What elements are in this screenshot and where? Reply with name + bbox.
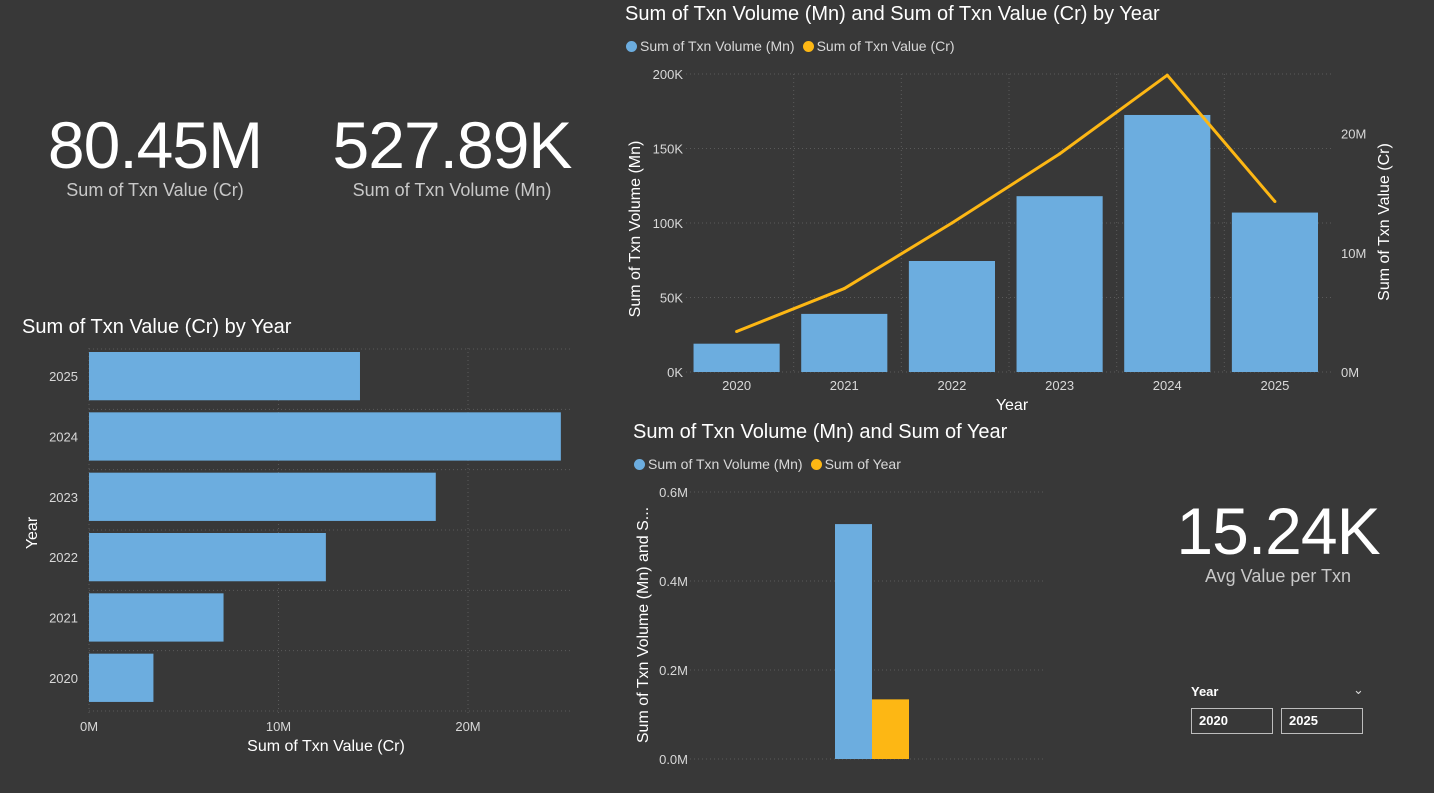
y-tick-label: 2021: [49, 610, 78, 625]
x-tick-label: 2020: [722, 378, 751, 393]
x-tick-label: 2023: [1045, 378, 1074, 393]
bar-volume-2022: [908, 260, 996, 372]
legend-dot-icon: [810, 458, 822, 470]
bar-txn-volume: [835, 524, 872, 759]
bar-2022: [89, 533, 326, 582]
legend-label: Sum of Txn Value (Cr): [816, 38, 955, 54]
bar-volume-2024: [1124, 114, 1211, 372]
y-tick-label: 0.6M: [659, 485, 688, 500]
slicer-start-input[interactable]: 2020: [1191, 708, 1273, 734]
year-slicer[interactable]: Year ⌄ 2020 2025: [1191, 682, 1366, 740]
bar-2023: [89, 472, 436, 521]
legend-dot-icon: [626, 40, 637, 52]
legend-dot-icon: [802, 40, 814, 52]
legend-item-volume[interactable]: Sum of Txn Volume (Mn): [626, 38, 795, 54]
bar-2021: [89, 593, 224, 642]
vbar-chart-legend[interactable]: Sum of Txn Volume (Mn) Sum of Year: [634, 456, 901, 472]
bar-volume-2020: [693, 343, 780, 372]
y2-tick-label: 10M: [1341, 246, 1366, 261]
bar-volume-2021: [801, 313, 888, 372]
point-txn-value-2023: [1058, 152, 1062, 156]
y-tick-label: 2022: [49, 550, 78, 565]
y-tick-label: 0.4M: [659, 574, 688, 589]
y-tick-label: 2024: [49, 429, 78, 444]
point-txn-value-2021: [842, 287, 846, 291]
kpi-avg-value: 15.24K Avg Value per Txn: [1160, 498, 1396, 587]
x-axis-title: Sum of Txn Value (Cr): [247, 738, 405, 755]
x-tick-label: 2022: [937, 378, 966, 393]
x-tick-label: 2024: [1153, 378, 1182, 393]
y2-tick-label: 0M: [1341, 365, 1359, 380]
y-tick-label: 2025: [49, 369, 78, 384]
y-axis-title: Sum of Txn Volume (Mn): [627, 141, 644, 318]
bar-sum-of-year: [872, 699, 909, 759]
combo-chart-legend[interactable]: Sum of Txn Volume (Mn) Sum of Txn Value …: [626, 38, 955, 54]
chevron-down-icon[interactable]: ⌄: [1353, 682, 1364, 697]
point-txn-value-2020: [735, 329, 739, 333]
legend-item-volume[interactable]: Sum of Txn Volume (Mn): [634, 456, 803, 472]
bar-2020: [89, 653, 154, 702]
slicer-end-input[interactable]: 2025: [1281, 708, 1363, 734]
y-tick-label: 200K: [653, 67, 684, 82]
bar-2025: [89, 352, 360, 401]
legend-item-year[interactable]: Sum of Year: [810, 456, 901, 472]
point-txn-value-2022: [950, 221, 954, 225]
y-tick-label: 0.2M: [659, 663, 688, 678]
x-tick-label: 10M: [266, 719, 291, 734]
legend-label: Sum of Txn Volume (Mn): [640, 38, 795, 54]
bar-2024: [89, 412, 561, 461]
y-tick-label: 2023: [49, 490, 78, 505]
slicer-title: Year: [1191, 684, 1219, 699]
y2-tick-label: 20M: [1341, 127, 1366, 142]
x-axis-title: Year: [996, 397, 1029, 414]
combo-chart-title: Sum of Txn Volume (Mn) and Sum of Txn Va…: [625, 3, 1160, 25]
point-txn-value-2025: [1273, 200, 1277, 204]
legend-label: Sum of Txn Volume (Mn): [648, 456, 803, 472]
y-tick-label: 0.0M: [659, 752, 688, 767]
bar-volume-2025: [1231, 212, 1319, 372]
y-tick-label: 50K: [660, 291, 683, 306]
y2-axis-title: Sum of Txn Value (Cr): [1376, 143, 1393, 301]
y-axis-title: Sum of Txn Volume (Mn) and S...: [635, 507, 652, 743]
y-tick-label: 100K: [653, 216, 684, 231]
legend-label: Sum of Year: [824, 456, 901, 472]
x-tick-label: 20M: [455, 719, 480, 734]
bar-volume-2023: [1016, 196, 1103, 372]
hbar-chart-title: Sum of Txn Value (Cr) by Year: [22, 316, 292, 338]
kpi-value: 80.45M: [47, 108, 263, 182]
y-tick-label: 2020: [49, 671, 78, 686]
y-tick-label: 150K: [653, 142, 684, 157]
kpi-txn-volume: 527.89K Sum of Txn Volume (Mn): [312, 112, 592, 201]
legend-item-value[interactable]: Sum of Txn Value (Cr): [802, 38, 955, 54]
kpi-txn-value: 80.45M Sum of Txn Value (Cr): [30, 112, 280, 201]
legend-dot-icon: [634, 458, 645, 470]
x-tick-label: 2025: [1260, 378, 1289, 393]
line-txn-value: [736, 73, 1277, 333]
vbar-chart-title: Sum of Txn Volume (Mn) and Sum of Year: [633, 421, 1008, 443]
point-txn-value-2024: [1165, 73, 1169, 77]
kpi-label: Avg Value per Txn: [1204, 566, 1352, 586]
y-tick-label: 0K: [667, 365, 683, 380]
kpi-value: 15.24K: [1176, 494, 1380, 568]
y-axis-title: Year: [24, 516, 41, 549]
x-tick-label: 0M: [80, 719, 98, 734]
kpi-value: 527.89K: [332, 108, 573, 182]
x-tick-label: 2021: [830, 378, 859, 393]
kpi-label: Sum of Txn Volume (Mn): [352, 180, 552, 200]
kpi-label: Sum of Txn Value (Cr): [66, 180, 244, 200]
